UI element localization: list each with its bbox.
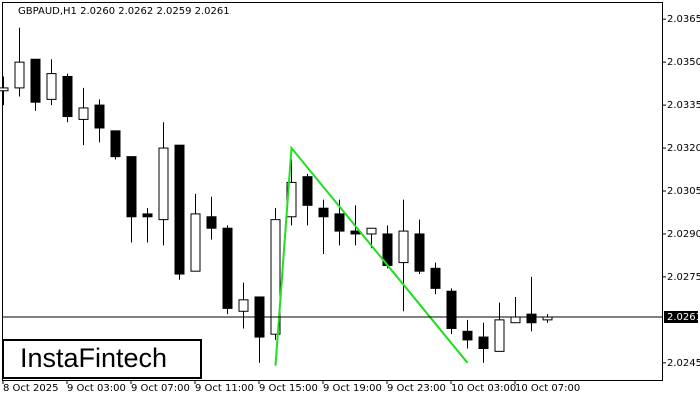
x-tick-label: 9 Oct 19:00 (323, 383, 382, 394)
current-price-box (664, 311, 698, 323)
candle-body (478, 336, 489, 349)
current-price-label: 2.0261 (667, 312, 700, 323)
candle-body (446, 290, 457, 329)
candle-body (366, 227, 377, 235)
y-tick-label: 2.0335 (667, 100, 700, 111)
candle-body (14, 61, 25, 89)
x-tick-label: 9 Oct 03:00 (67, 383, 126, 394)
candle-body (398, 230, 409, 264)
chart-title: GBPAUD,H1 2.0260 2.0262 2.0259 2.0261 (18, 6, 230, 17)
candle-body (142, 213, 153, 218)
candle-body (46, 73, 57, 100)
candle-body (302, 176, 313, 206)
candle-body (526, 313, 537, 324)
x-tick-label: 9 Oct 23:00 (387, 383, 446, 394)
candle-body (510, 316, 521, 324)
candle-body (0, 87, 9, 92)
pattern-line (274, 145, 469, 366)
x-tick-label: 10 Oct 07:00 (515, 383, 580, 394)
y-tick-label: 2.0245 (667, 358, 700, 369)
candle-body (414, 233, 425, 272)
candle-body (126, 156, 137, 218)
x-tick-label: 9 Oct 07:00 (131, 383, 190, 394)
y-tick-label: 2.0305 (667, 186, 700, 197)
candle-body (158, 147, 169, 221)
candle-body (110, 130, 121, 158)
candle-body (318, 207, 329, 218)
x-tick-label: 8 Oct 2025 (3, 383, 58, 394)
candle-body (462, 330, 473, 341)
plot-frame (2, 2, 663, 381)
candle-body (78, 107, 89, 120)
candle-body (62, 75, 73, 118)
candle-body (334, 213, 345, 232)
candle-body (494, 319, 505, 352)
x-tick-label: 9 Oct 11:00 (195, 383, 254, 394)
candle-body (430, 267, 441, 289)
candle-body (94, 104, 105, 129)
x-tick-label: 9 Oct 15:00 (259, 383, 318, 394)
logo-box (2, 339, 202, 379)
candle-body (222, 227, 233, 309)
y-tick-label: 2.0365 (667, 14, 700, 25)
y-tick-label: 2.0275 (667, 272, 700, 283)
candle-body (206, 216, 217, 229)
candle-body (30, 58, 41, 103)
candle-body (190, 213, 201, 272)
y-tick-label: 2.0320 (667, 143, 700, 154)
x-tick-label: 10 Oct 03:00 (451, 383, 516, 394)
y-tick-label: 2.0350 (667, 57, 700, 68)
candle-body (174, 144, 185, 275)
y-tick-label: 2.0290 (667, 229, 700, 240)
candle-body (270, 219, 281, 335)
logo: InstaFintech (20, 343, 167, 373)
candle-body (238, 299, 249, 312)
